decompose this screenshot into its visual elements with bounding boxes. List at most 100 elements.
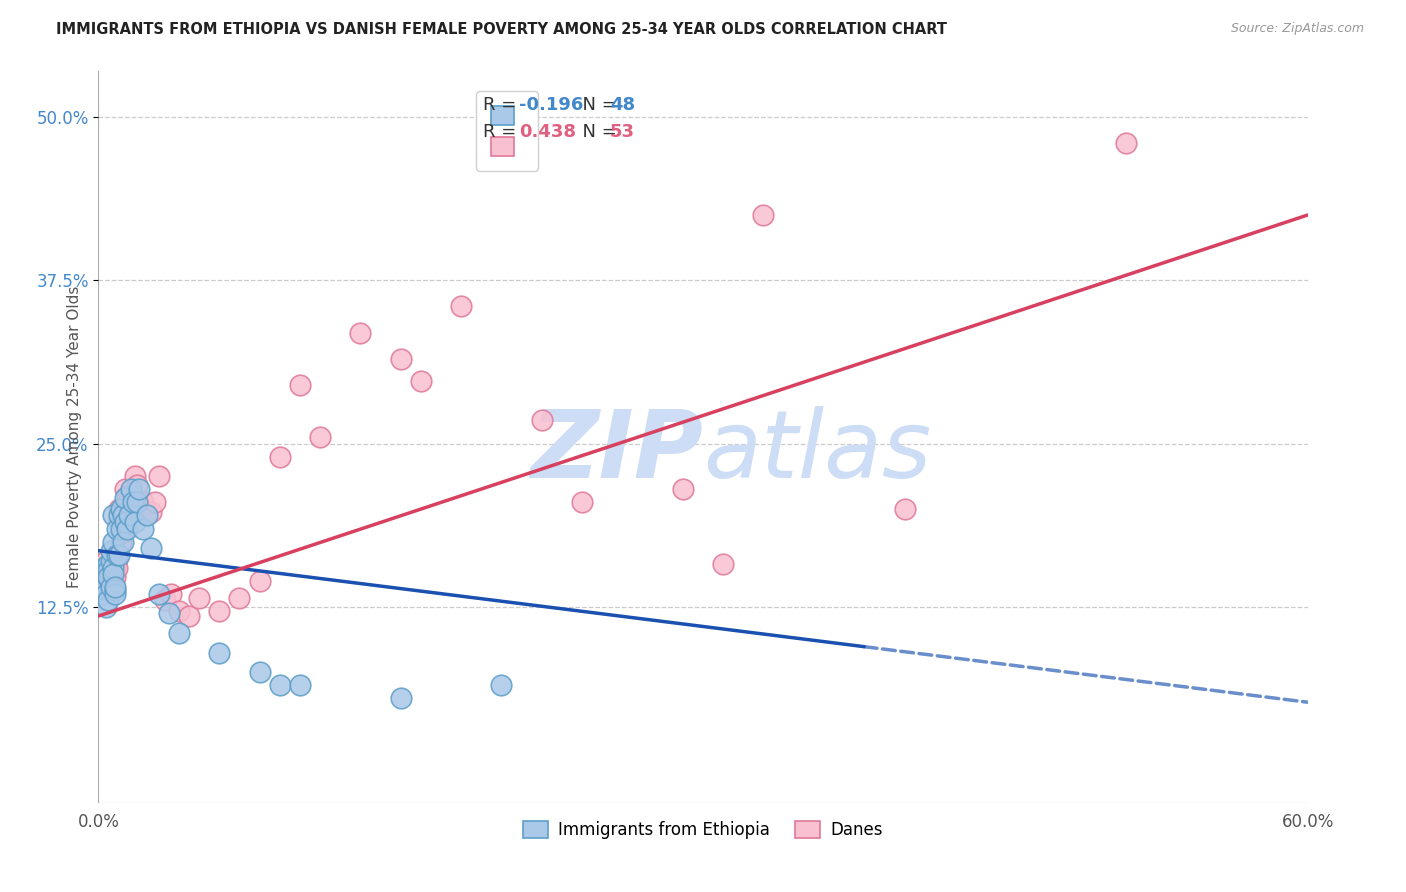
- Text: N =: N =: [571, 96, 623, 114]
- Point: [188, 591, 211, 605]
- Point: [110, 534, 132, 549]
- Point: [135, 504, 157, 518]
- Text: 0.438: 0.438: [519, 122, 576, 141]
- Point: [139, 541, 162, 555]
- Point: [135, 508, 157, 523]
- Point: [132, 521, 155, 535]
- Point: [105, 521, 128, 535]
- Point: [269, 450, 291, 464]
- Point: [101, 534, 124, 549]
- Point: [111, 508, 134, 523]
- Point: [1115, 136, 1137, 151]
- Point: [97, 557, 120, 571]
- Point: [571, 495, 593, 509]
- Point: [111, 534, 134, 549]
- Point: [103, 560, 125, 574]
- Point: [121, 495, 143, 509]
- Point: [96, 587, 118, 601]
- Point: [100, 580, 122, 594]
- Point: [103, 582, 125, 597]
- Point: [491, 678, 513, 692]
- Point: [120, 504, 142, 518]
- Point: [143, 495, 166, 509]
- Legend: Immigrants from Ethiopia, Danes: Immigrants from Ethiopia, Danes: [516, 814, 890, 846]
- Point: [893, 502, 915, 516]
- Point: [96, 599, 118, 614]
- Point: [97, 570, 120, 584]
- Text: 48: 48: [610, 96, 636, 114]
- Point: [103, 587, 125, 601]
- Point: [101, 567, 124, 582]
- Point: [97, 565, 120, 579]
- Point: [120, 483, 142, 497]
- Text: 53: 53: [610, 122, 636, 141]
- Point: [105, 548, 128, 562]
- Point: [107, 508, 129, 523]
- Point: [100, 570, 122, 584]
- Point: [107, 548, 129, 562]
- Point: [672, 483, 695, 497]
- Text: Source: ZipAtlas.com: Source: ZipAtlas.com: [1230, 22, 1364, 36]
- Point: [103, 570, 125, 584]
- Point: [114, 491, 136, 506]
- Point: [97, 593, 120, 607]
- Point: [100, 543, 122, 558]
- Text: -0.196: -0.196: [519, 96, 583, 114]
- Point: [530, 413, 553, 427]
- Point: [228, 591, 250, 605]
- Point: [167, 604, 190, 618]
- Point: [349, 326, 371, 340]
- Point: [114, 515, 136, 529]
- Point: [288, 678, 311, 692]
- Point: [121, 491, 143, 506]
- Point: [128, 483, 150, 497]
- Point: [96, 582, 118, 597]
- Point: [148, 469, 170, 483]
- Point: [93, 560, 115, 574]
- Point: [711, 557, 734, 571]
- Point: [208, 604, 231, 618]
- Point: [752, 208, 775, 222]
- Point: [105, 560, 128, 574]
- Point: [115, 521, 138, 535]
- Point: [249, 665, 271, 680]
- Point: [128, 504, 150, 518]
- Text: R =: R =: [482, 96, 522, 114]
- Point: [409, 374, 432, 388]
- Point: [153, 593, 176, 607]
- Point: [288, 377, 311, 392]
- Point: [167, 626, 190, 640]
- Point: [101, 551, 124, 566]
- Point: [97, 582, 120, 597]
- Point: [107, 512, 129, 526]
- Point: [101, 508, 124, 523]
- Point: [124, 469, 146, 483]
- Point: [96, 554, 118, 568]
- Point: [125, 495, 148, 509]
- Text: N =: N =: [571, 122, 623, 141]
- Point: [160, 587, 183, 601]
- Point: [157, 607, 180, 621]
- Text: IMMIGRANTS FROM ETHIOPIA VS DANISH FEMALE POVERTY AMONG 25-34 YEAR OLDS CORRELAT: IMMIGRANTS FROM ETHIOPIA VS DANISH FEMAL…: [56, 22, 948, 37]
- Point: [125, 478, 148, 492]
- Point: [309, 430, 332, 444]
- Point: [118, 508, 141, 523]
- Point: [124, 515, 146, 529]
- Point: [91, 560, 114, 574]
- Point: [389, 351, 412, 366]
- Point: [93, 570, 115, 584]
- Point: [389, 691, 412, 706]
- Point: [139, 504, 162, 518]
- Point: [107, 502, 129, 516]
- Y-axis label: Female Poverty Among 25-34 Year Olds: Female Poverty Among 25-34 Year Olds: [66, 286, 82, 588]
- Point: [450, 300, 472, 314]
- Point: [100, 565, 122, 579]
- Point: [132, 495, 155, 509]
- Point: [118, 491, 141, 506]
- Point: [179, 609, 201, 624]
- Text: ZIP: ZIP: [530, 406, 703, 498]
- Point: [249, 574, 271, 588]
- Point: [111, 525, 134, 540]
- Point: [110, 521, 132, 535]
- Point: [100, 554, 122, 568]
